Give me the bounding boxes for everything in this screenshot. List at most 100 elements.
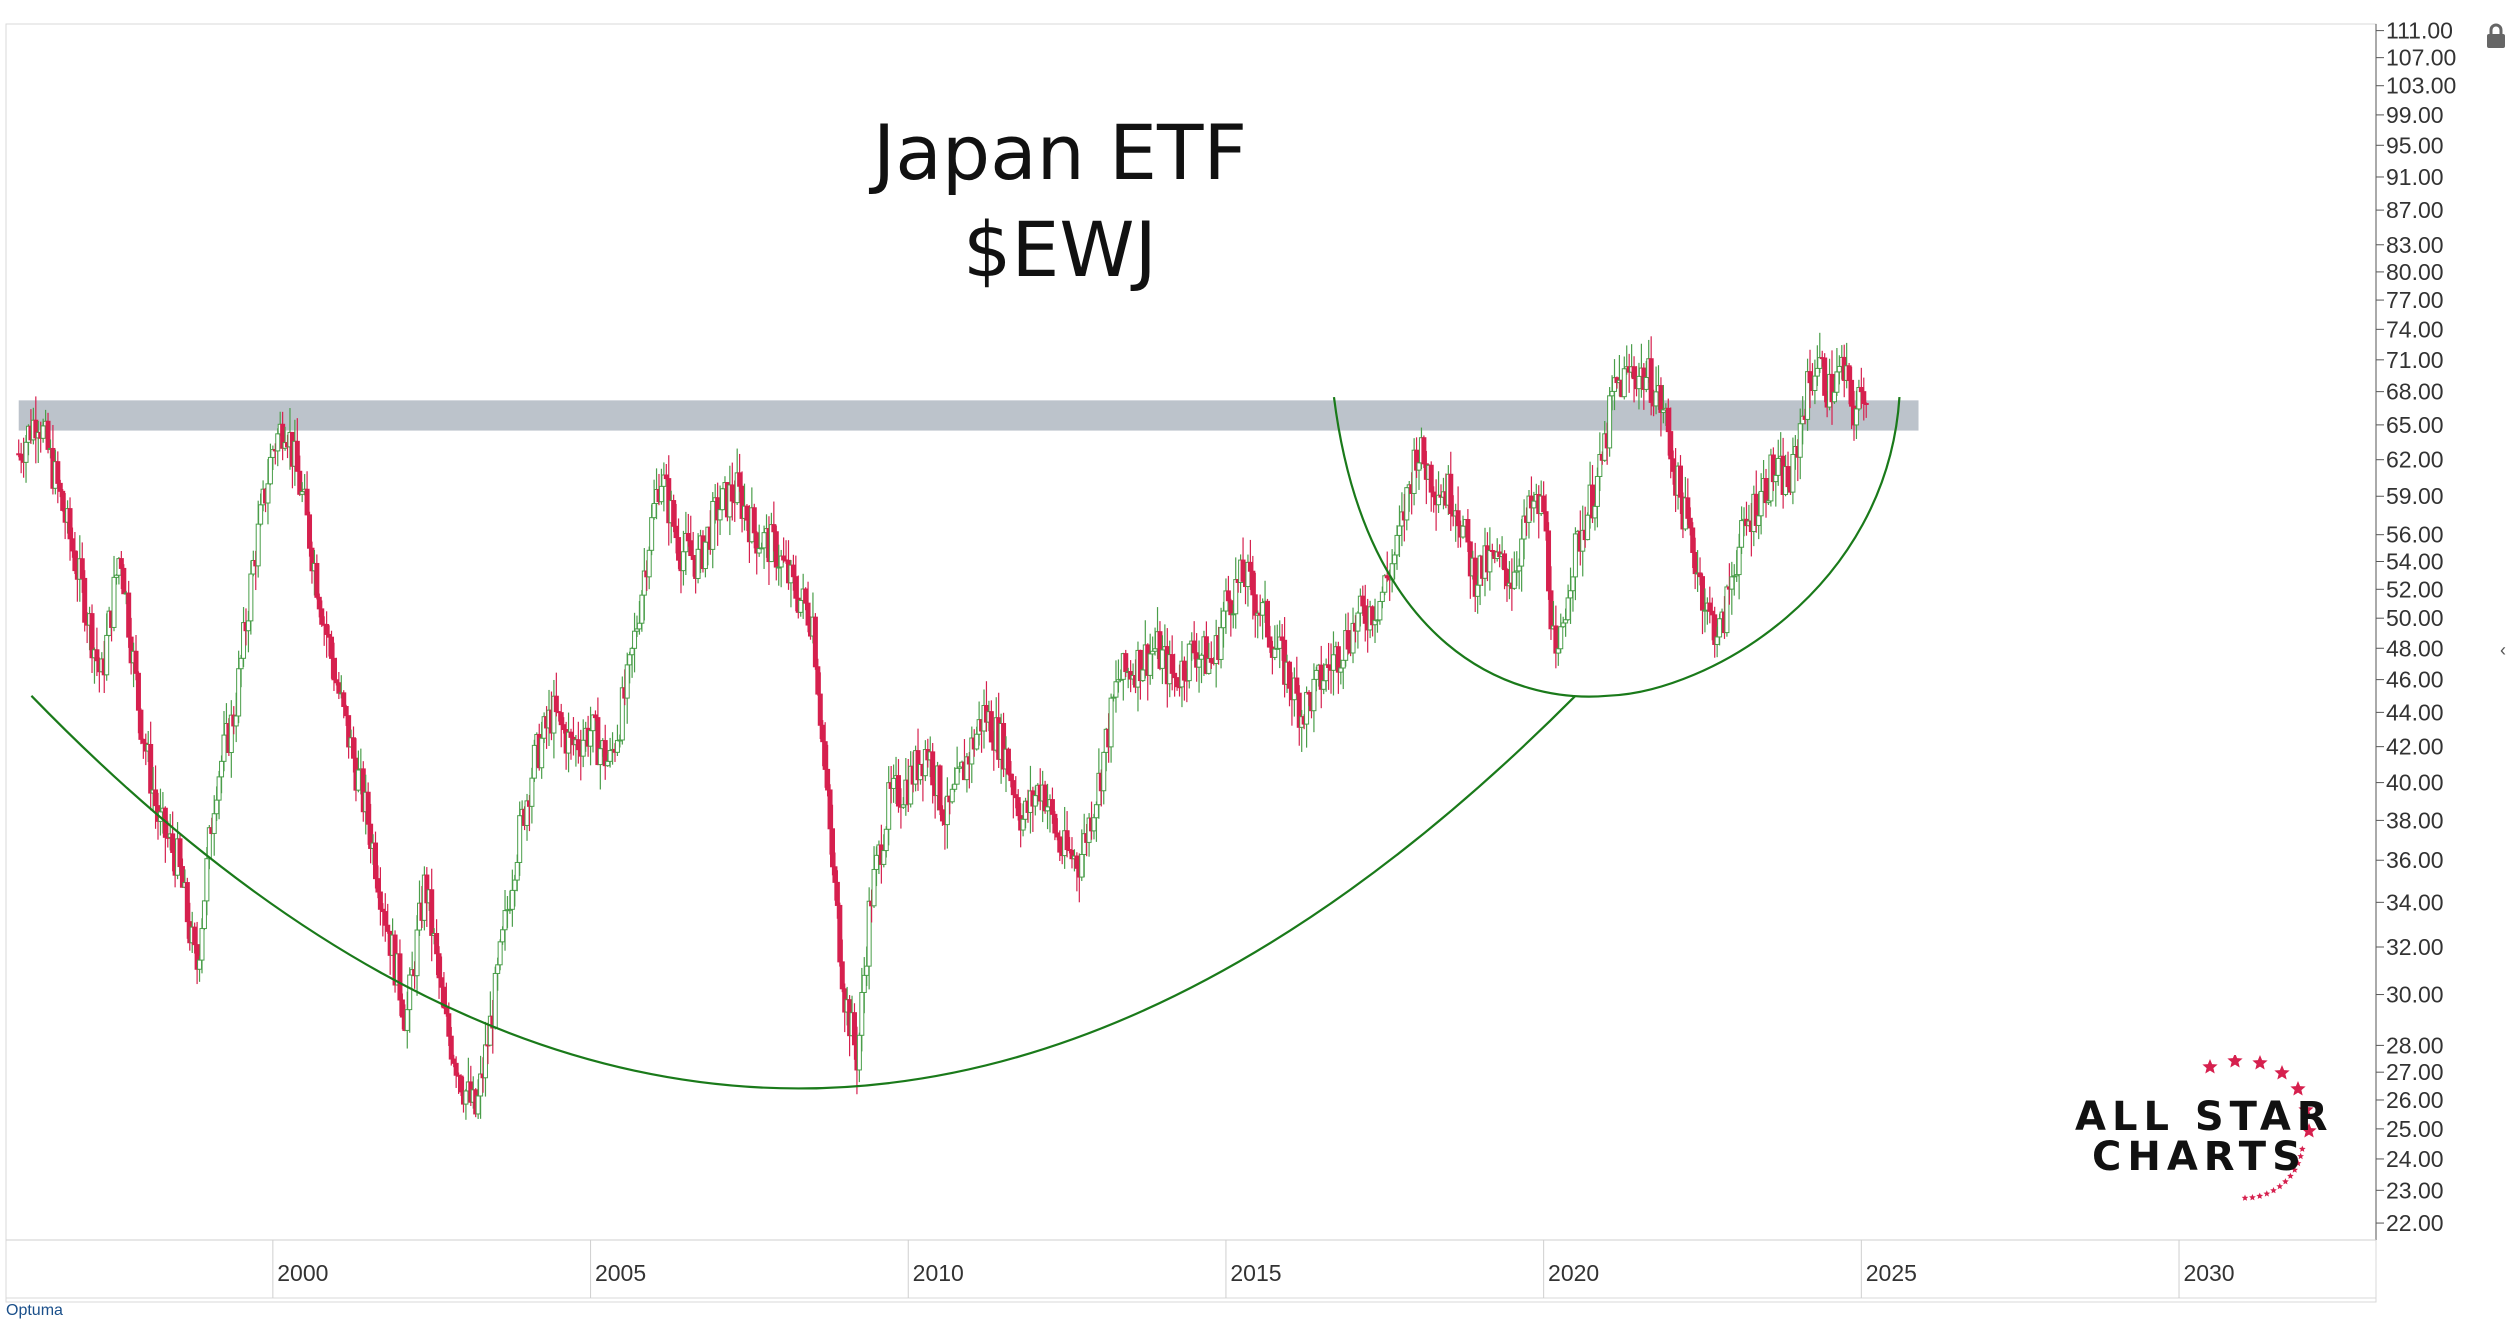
candle-body-527 [1304, 691, 1310, 725]
candle-body-602 [1487, 549, 1493, 573]
x-tick-label-4: 2020 [1548, 1260, 1599, 1286]
candle-body-511 [1264, 600, 1270, 638]
candle-body-565 [1396, 525, 1402, 536]
candle-body-729 [1797, 423, 1803, 458]
candle-body-172 [436, 953, 442, 979]
candle-body-460 [1140, 669, 1146, 682]
y-tick-label-26: 36.00 [2386, 847, 2444, 873]
candle-body-272 [680, 551, 686, 572]
y-tick-label-29: 30.00 [2386, 982, 2444, 1008]
chevron-left-icon[interactable]: ‹ [2500, 640, 2506, 660]
logo-small-star-9 [2256, 1192, 2264, 1199]
y-tick-label-15: 59.00 [2386, 483, 2444, 509]
candle-body-416 [1032, 795, 1038, 807]
candle-body-181 [458, 1075, 464, 1093]
x-tick-label-3: 2015 [1230, 1260, 1281, 1286]
candle-body-176 [446, 1013, 452, 1037]
candle-body-624 [1541, 495, 1547, 513]
candle-body-733 [1807, 371, 1813, 384]
candle-body-54 [148, 743, 154, 794]
candle-body-724 [1785, 466, 1791, 488]
candle-body-651 [1607, 395, 1613, 449]
candle-body-347 [864, 965, 870, 976]
candle-body-739 [1822, 357, 1828, 396]
y-tick-label-25: 38.00 [2386, 807, 2444, 833]
candle-body-131 [336, 682, 342, 694]
candle-body-332 [827, 789, 833, 830]
candle-body-160 [407, 974, 413, 1011]
candle-body-463 [1147, 653, 1153, 676]
candle-body-260 [651, 503, 657, 519]
candle-body-704 [1736, 546, 1742, 576]
candle-body-330 [822, 741, 828, 770]
candle-body-589 [1455, 510, 1461, 527]
candle-body-48 [133, 650, 139, 674]
x-tick-label-5: 2025 [1866, 1260, 1917, 1286]
candle-body-614 [1516, 565, 1522, 572]
candle-body-328 [817, 693, 823, 726]
y-tick-label-16: 56.00 [2386, 522, 2444, 548]
candle-body-42 [118, 558, 124, 569]
candle-body-196 [495, 964, 501, 974]
candle-body-384 [954, 767, 960, 785]
candle-body-699 [1724, 586, 1730, 634]
candle-body-686 [1692, 551, 1698, 575]
candle-body-134 [343, 706, 349, 717]
lock-icon[interactable] [2484, 22, 2508, 50]
candle-body-411 [1020, 818, 1026, 831]
candle-body-631 [1558, 626, 1564, 650]
candle-body-146 [373, 842, 379, 880]
candle-body-223 [561, 724, 567, 731]
candle-body-358 [891, 777, 897, 789]
candle-body-433 [1074, 855, 1080, 869]
y-tick-label-11: 71.00 [2386, 347, 2444, 373]
candle-body-612 [1511, 571, 1517, 589]
candle-body-123 [316, 596, 322, 610]
candle-body-505 [1250, 570, 1256, 596]
candle-body-118 [304, 488, 310, 516]
candle-body-531 [1313, 669, 1319, 680]
candle-body-514 [1272, 648, 1278, 658]
y-tick-label-1: 107.00 [2386, 45, 2456, 71]
candle-body-447 [1108, 697, 1114, 748]
candle-body-83 [219, 760, 225, 778]
logo-star-2 [2252, 1055, 2268, 1070]
candle-body-498 [1233, 579, 1239, 615]
logo-small-star-1 [2297, 1152, 2304, 1160]
candle-body-326 [812, 616, 818, 668]
candle-body-171 [434, 933, 440, 955]
candle-body-685 [1690, 527, 1696, 553]
candle-body-642 [1585, 514, 1591, 541]
candle-body-626 [1546, 530, 1552, 592]
candle-body-179 [453, 1062, 459, 1076]
candle-body-198 [500, 929, 506, 943]
y-tick-label-0: 111.00 [2386, 18, 2453, 44]
candle-body-538 [1330, 654, 1336, 671]
logo-small-star-6 [2276, 1182, 2284, 1190]
logo-small-star-11 [2241, 1194, 2249, 1201]
candle-body-49 [135, 672, 141, 711]
candle-body-756 [1863, 402, 1869, 405]
candle-body-523 [1294, 677, 1300, 694]
candle-body-195 [492, 972, 498, 1029]
candle-body-322 [803, 588, 809, 604]
candle-body-148 [377, 891, 383, 910]
candle-body-84 [221, 734, 227, 762]
candle-body-275 [688, 540, 694, 557]
candle-body-754 [1858, 387, 1864, 393]
candle-body-89 [233, 715, 239, 727]
candle-body-188 [475, 1095, 481, 1115]
candle-body-354 [881, 850, 887, 865]
candle-body-440 [1091, 817, 1097, 832]
y-tick-label-19: 50.00 [2386, 605, 2444, 631]
candle-body-506 [1252, 594, 1258, 616]
logo-line2: CHARTS [2092, 1134, 2307, 1180]
candle-body-122 [314, 562, 320, 598]
candle-body-720 [1775, 457, 1781, 476]
y-tick-label-23: 42.00 [2386, 734, 2444, 760]
candle-body-22 [69, 538, 75, 552]
candle-body-426 [1057, 836, 1063, 853]
candles-layer [16, 332, 1869, 1120]
